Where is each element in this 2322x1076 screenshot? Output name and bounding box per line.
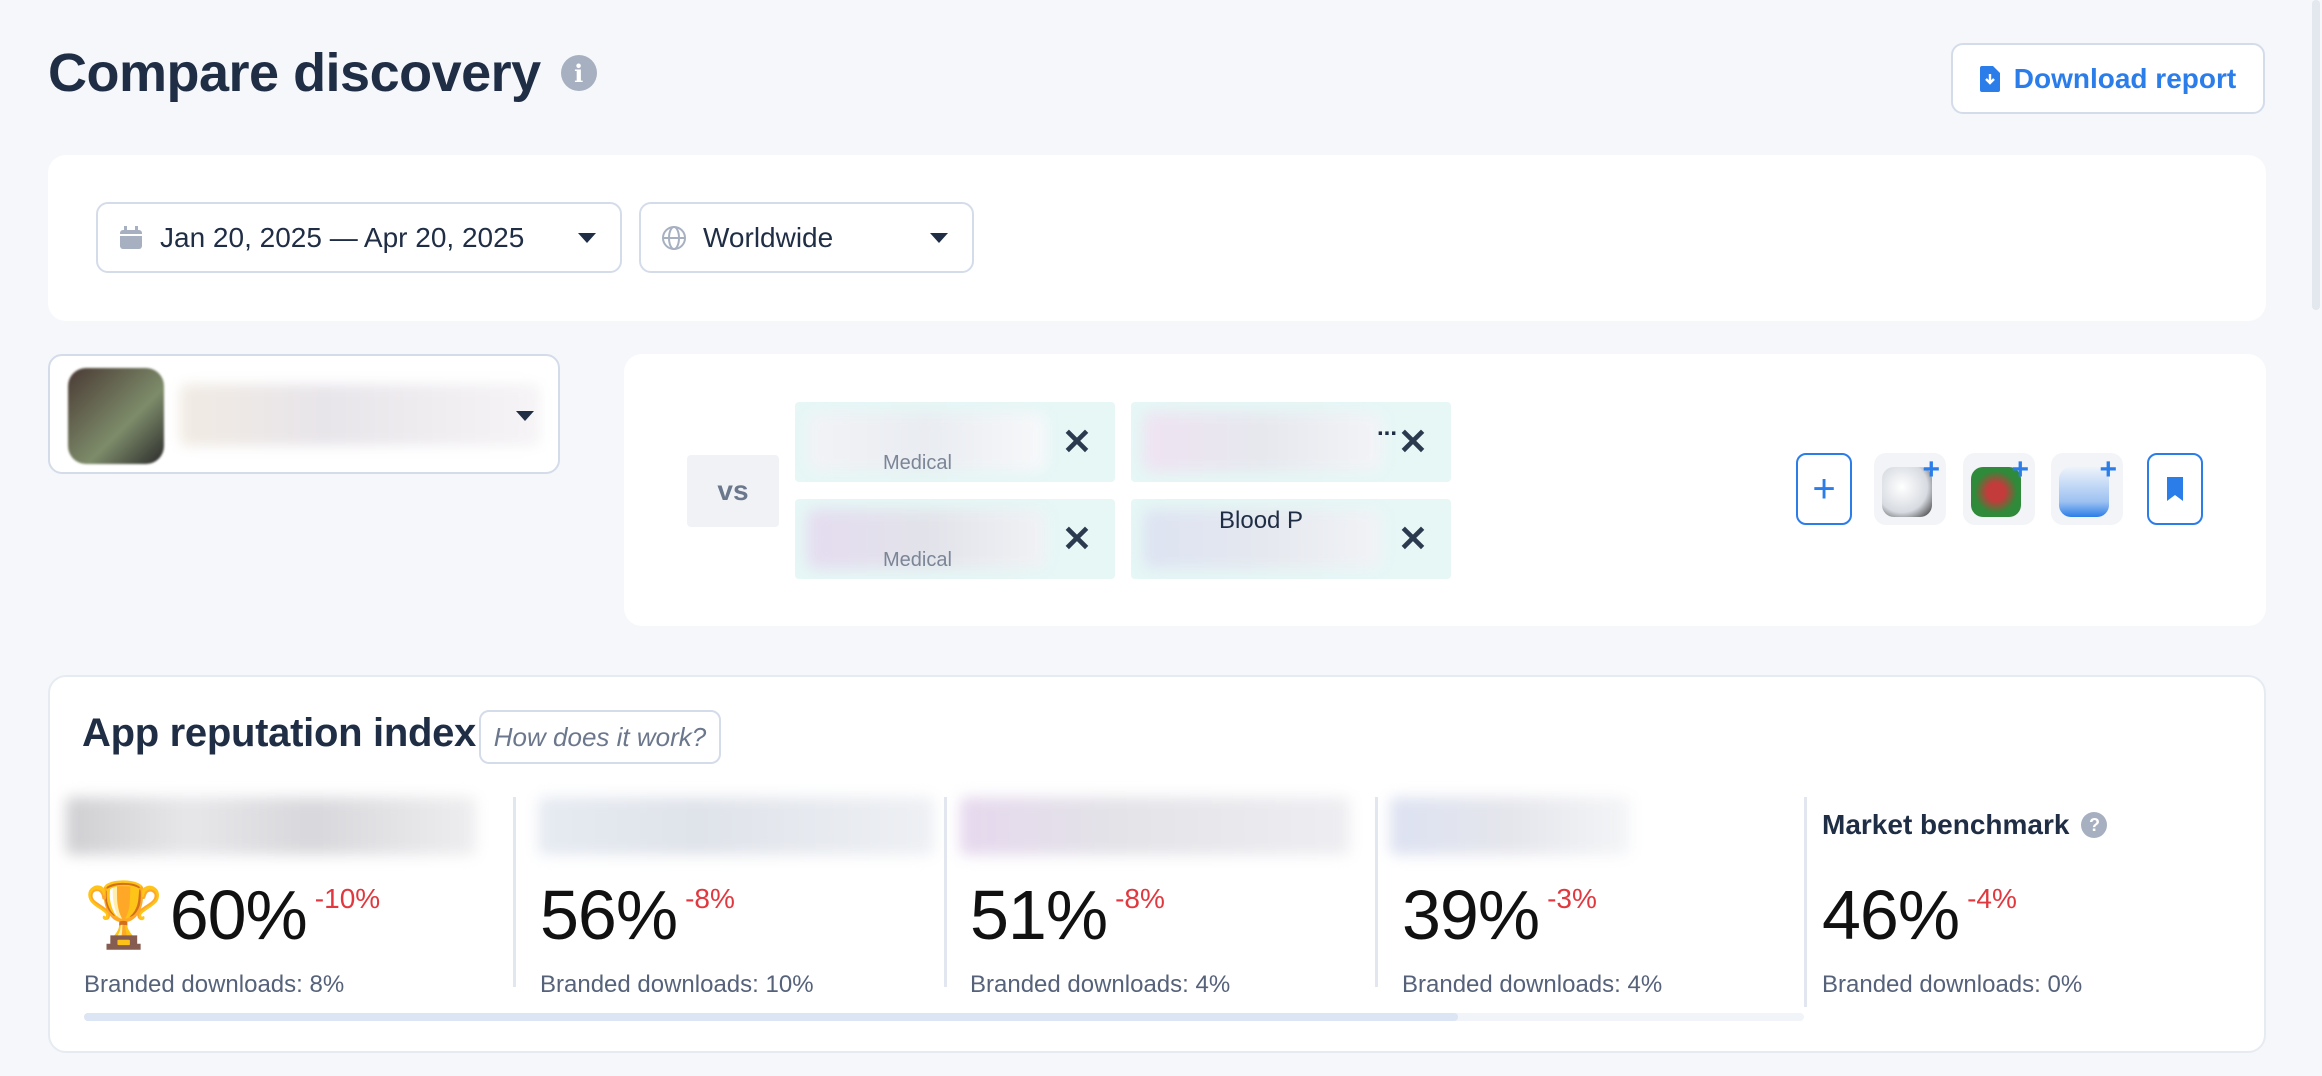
close-icon[interactable]: ✕ <box>1397 421 1429 462</box>
vs-label: vs <box>687 455 779 527</box>
suggested-app-icon <box>1971 467 2021 517</box>
competitor-chip[interactable]: ... ✕ <box>1131 402 1451 482</box>
metric-delta: -8% <box>1115 883 1165 914</box>
filters-card: Jan 20, 2025 — Apr 20, 2025 Worldwide <box>48 155 2266 321</box>
how-does-it-work-button[interactable]: How does it work? <box>479 710 721 764</box>
metric-delta: -10% <box>314 883 381 914</box>
plus-icon: + <box>2099 453 2117 486</box>
competitors-card: vs Medical ✕ ... ✕ Medical ✕ Blood P ✕ +… <box>624 354 2266 626</box>
market-benchmark: Market benchmark ? 46% -4% Branded downl… <box>1822 797 2242 998</box>
page-header: Compare discovery i <box>48 42 597 104</box>
branded-downloads: Branded downloads: 10% <box>540 971 814 998</box>
branded-downloads: Branded downloads: 4% <box>970 971 1231 998</box>
app-name-redacted <box>66 797 476 855</box>
suggested-app-button[interactable]: + <box>1874 453 1946 525</box>
chevron-down-icon <box>516 411 534 421</box>
competitor-redacted <box>1143 412 1383 472</box>
app-name-redacted <box>180 384 540 446</box>
reputation-metric: 39% -3% Branded downloads: 4% <box>1390 797 1810 998</box>
suggested-app-button[interactable]: + <box>2051 453 2123 525</box>
metric-percent: 39% <box>1402 876 1540 954</box>
chevron-down-icon <box>930 232 948 243</box>
add-competitor-button[interactable]: + <box>1796 453 1852 525</box>
calendar-icon <box>118 225 144 251</box>
metric-value-row: 🏆 60% -10% <box>84 877 380 953</box>
trophy-icon: 🏆 <box>84 879 164 951</box>
download-report-button[interactable]: Download report <box>1951 43 2265 114</box>
competitor-name-fragment: ... <box>1377 414 1398 441</box>
benchmark-title-label: Market benchmark <box>1822 809 2070 840</box>
saved-sets-button[interactable] <box>2147 453 2203 525</box>
plus-icon: + <box>2011 453 2029 486</box>
plus-icon: + <box>1812 466 1836 511</box>
metric-delta: -8% <box>685 883 735 914</box>
region-select[interactable]: Worldwide <box>639 202 974 273</box>
suggested-app-icon <box>2059 467 2109 517</box>
close-icon[interactable]: ✕ <box>1061 421 1093 462</box>
app-name-redacted <box>1390 797 1630 855</box>
my-app-select[interactable] <box>48 354 560 474</box>
metric-value-row: 51% -8% <box>970 877 1165 953</box>
question-icon[interactable]: ? <box>2081 812 2108 838</box>
reputation-metric: 51% -8% Branded downloads: 4% <box>960 797 1380 998</box>
metric-percent: 46% <box>1822 876 1960 954</box>
close-icon[interactable]: ✕ <box>1397 518 1429 559</box>
divider <box>944 797 947 987</box>
competitor-chip[interactable]: Blood P ✕ <box>1131 499 1451 579</box>
divider <box>1375 797 1378 987</box>
date-range-value: Jan 20, 2025 — Apr 20, 2025 <box>160 221 525 253</box>
branded-downloads: Branded downloads: 8% <box>84 971 345 998</box>
reputation-title: App reputation index <box>82 711 477 755</box>
suggested-app-button[interactable]: + <box>1963 453 2035 525</box>
metric-value-row: 56% -8% <box>540 877 735 953</box>
download-report-label: Download report <box>2013 62 2237 94</box>
metric-value-row: 46% -4% <box>1822 877 2017 953</box>
download-icon <box>1979 65 2000 92</box>
suggested-app-icon <box>1882 467 1932 517</box>
benchmark-title: Market benchmark ? <box>1822 809 2108 841</box>
metric-percent: 51% <box>970 876 1108 954</box>
branded-downloads: Branded downloads: 0% <box>1822 971 2083 998</box>
region-value: Worldwide <box>703 221 834 253</box>
branded-downloads: Branded downloads: 4% <box>1402 971 1663 998</box>
metric-delta: -4% <box>1967 883 2017 914</box>
metric-percent: 60% <box>169 876 308 954</box>
reputation-metric: 56% -8% Branded downloads: 10% <box>530 797 950 998</box>
app-icon <box>68 368 164 464</box>
app-name-redacted <box>960 797 1350 855</box>
competitor-name-fragment: Blood P <box>1219 507 1304 534</box>
reputation-metric: 🏆 60% -10% Branded downloads: 8% <box>66 797 526 998</box>
globe-icon <box>661 225 687 251</box>
scrollbar-thumb[interactable] <box>84 1013 1458 1021</box>
metric-delta: -3% <box>1547 883 1597 914</box>
plus-icon: + <box>1922 453 1940 486</box>
reputation-card: App reputation index How does it work? 🏆… <box>48 675 2266 1053</box>
divider <box>1804 797 1807 1007</box>
competitor-redacted <box>1143 509 1383 569</box>
competitor-redacted <box>807 412 1047 472</box>
close-icon[interactable]: ✕ <box>1061 518 1093 559</box>
competitor-chip[interactable]: Medical ✕ <box>795 499 1115 579</box>
date-range-select[interactable]: Jan 20, 2025 — Apr 20, 2025 <box>96 202 622 273</box>
page-title: Compare discovery <box>48 43 541 103</box>
competitor-category: Medical <box>883 549 952 571</box>
metric-percent: 56% <box>540 876 678 954</box>
competitor-redacted <box>807 509 1047 569</box>
page-scrollbar[interactable] <box>2312 0 2320 310</box>
divider <box>513 797 516 987</box>
horizontal-scrollbar[interactable] <box>84 1013 1804 1021</box>
bookmark-icon <box>2167 477 2183 501</box>
metric-value-row: 39% -3% <box>1402 877 1597 953</box>
competitor-category: Medical <box>883 452 952 474</box>
competitor-chip[interactable]: Medical ✕ <box>795 402 1115 482</box>
app-name-redacted <box>538 797 934 855</box>
chevron-down-icon <box>578 232 596 243</box>
info-icon[interactable]: i <box>560 55 597 91</box>
